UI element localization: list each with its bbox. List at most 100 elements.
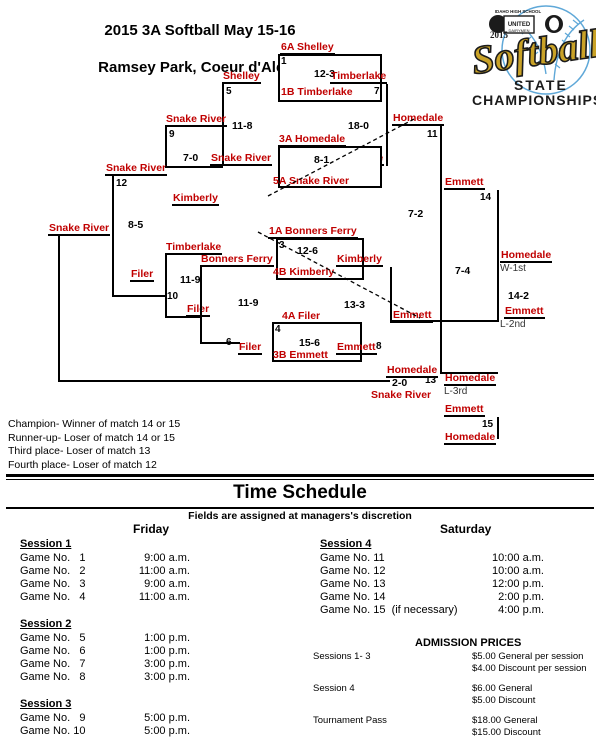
bracket-line: [200, 342, 240, 344]
admission-row-price: $6.00 General: [472, 683, 533, 694]
game-8-number: 8: [376, 341, 382, 352]
game-row-label: Game No. 2: [20, 565, 86, 577]
game-2-bottom-team: 4B Kimberly: [273, 266, 335, 278]
bracket-line: [497, 190, 499, 322]
game-2-number: 3: [279, 240, 285, 251]
champion-placement: W-1st: [500, 263, 526, 274]
game-row-time: 10:00 a.m.: [492, 552, 544, 564]
game-14-number: 14: [480, 192, 492, 203]
game-14-score: 7-4: [455, 265, 471, 277]
game-row-time: 9:00 a.m.: [144, 578, 190, 590]
bracket-line: [390, 320, 442, 322]
game-4-bottom-team: 3B Emmett: [273, 349, 328, 361]
game-row-label: Game No. 15 (if necessary): [320, 604, 458, 616]
game-row-time: 1:00 p.m.: [144, 645, 190, 657]
bracket-line: [165, 255, 167, 317]
session-3-header: Session 3: [20, 698, 72, 710]
game-row-time: 11:00 a.m.: [138, 565, 190, 577]
game-row-label: Game No. 13: [320, 578, 386, 590]
game-15-bottom-team: Homedale: [444, 431, 497, 446]
game-13-number: 13: [425, 375, 437, 386]
game-2-score: 12-6: [297, 245, 319, 257]
game-row-time: 5:00 p.m.: [144, 725, 190, 737]
bracket-line: [165, 127, 167, 167]
team-snake-river-game5-lower: Snake River: [210, 152, 273, 167]
team-snake-river-game9: Snake River: [165, 113, 228, 128]
bracket-line: [200, 267, 202, 343]
game-row-label: Game No. 10: [20, 725, 86, 737]
game-7-score: 18-0: [348, 120, 370, 132]
game-row-time: 9:00 a.m.: [144, 552, 190, 564]
team-filer-game6: Filer: [238, 341, 263, 356]
game-10-number: 10: [167, 291, 179, 302]
bracket-line: [58, 380, 390, 382]
admission-row-price: $5.00 General per session: [472, 651, 584, 662]
svg-text:IDAHO HIGH SCHOOL: IDAHO HIGH SCHOOL: [495, 9, 542, 14]
bracket-line: [58, 236, 60, 382]
divider: [6, 507, 594, 509]
game-row-time: 11:00 a.m.: [138, 591, 190, 603]
bracket-line: [497, 417, 499, 439]
game-1-box: [278, 54, 382, 102]
game-row-time: 10:00 a.m.: [492, 565, 544, 577]
game-row-label: Game No. 4: [20, 591, 86, 603]
game-row-label: Game No. 5: [20, 632, 86, 644]
legend-line: Third place- Loser of match 13: [8, 445, 151, 457]
bracket-line: [386, 84, 388, 166]
page-title: 2015 3A Softball May 15-16 Ramsey Park, …: [40, 4, 360, 95]
admission-row-label: Tournament Pass: [313, 715, 387, 726]
svg-text:DAIRYMEN: DAIRYMEN: [508, 28, 529, 33]
session-2-header: Session 2: [20, 618, 72, 630]
game-3-bottom-team: 5A Snake River: [273, 175, 350, 187]
team-emmett-game8: Emmett: [336, 341, 377, 356]
game-12-score: 8-5: [128, 219, 144, 231]
admission-row-price: $4.00 Discount per session: [472, 663, 587, 674]
championship-score: 14-2: [508, 290, 530, 302]
svg-text:STATE: STATE: [514, 77, 568, 93]
team-kimberly-game12: Kimberly: [336, 253, 383, 268]
placement-legend: Champion- Winner of match 14 or 15 Runne…: [8, 418, 308, 470]
game-row-time: 3:00 p.m.: [144, 658, 190, 670]
game-row-time: 4:00 p.m.: [498, 604, 544, 616]
game-row-time: 3:00 p.m.: [144, 671, 190, 683]
game-12-number: 12: [116, 178, 128, 189]
legend-line: Champion- Winner of match 14 or 15: [8, 418, 181, 430]
game-row-label: Game No. 8: [20, 671, 86, 683]
team-homedale-game13-top: Homedale: [386, 364, 439, 379]
bracket-line: [222, 84, 224, 166]
softball-championships-logo-icon: UNITED DAIRYMEN IDAHO HIGH SCHOOL 2015 S…: [468, 5, 600, 108]
game-row-label: Game No. 14: [320, 591, 386, 603]
team-snake-river-far-left: Snake River: [48, 222, 111, 237]
title-line-1: 2015 3A Softball May 15-16: [104, 22, 296, 40]
game-4-score: 15-6: [299, 337, 321, 349]
session-1-header: Session 1: [20, 538, 72, 550]
svg-text:2015: 2015: [490, 30, 509, 40]
game-5-number: 5: [226, 86, 232, 97]
team-timberlake-game10: Timberlake: [165, 241, 223, 256]
game-row-label: Game No. 6: [20, 645, 86, 657]
game-1-bottom-team: 1B Timberlake: [281, 86, 353, 98]
team-filer-game10-lower: Filer: [186, 303, 211, 318]
team-homedale-game11: Homedale: [392, 112, 445, 127]
game-row-label: Game No. 12: [320, 565, 386, 577]
game-4-top-team: 4A Filer: [281, 310, 322, 325]
time-schedule-section: Time Schedule Fields are assigned at man…: [0, 474, 600, 750]
game-4-number: 4: [275, 324, 281, 335]
bracket-line: [440, 228, 442, 374]
game-row-label: Game No. 9: [20, 712, 86, 724]
game-row-time: 1:00 p.m.: [144, 632, 190, 644]
team-kimberly-middle: Kimberly: [172, 192, 219, 207]
game-10-score: 11-9: [180, 274, 201, 286]
game-15-top-team: Emmett: [444, 403, 485, 418]
schedule-subtitle: Fields are assigned at managers's discre…: [188, 510, 412, 522]
bracket-line: [440, 126, 442, 228]
game-1-score: 12-3: [314, 68, 336, 80]
team-bonners-ferry-middle: Bonners Ferry: [200, 253, 274, 268]
bracket-line: [165, 316, 201, 318]
game-row-label: Game No. 11: [320, 552, 385, 564]
divider: [6, 479, 594, 480]
game-row-time: 5:00 p.m.: [144, 712, 190, 724]
session-4-header: Session 4: [320, 538, 372, 550]
game-row-label: Game No. 7: [20, 658, 86, 670]
admission-row-price: $15.00 Discount: [472, 727, 541, 738]
